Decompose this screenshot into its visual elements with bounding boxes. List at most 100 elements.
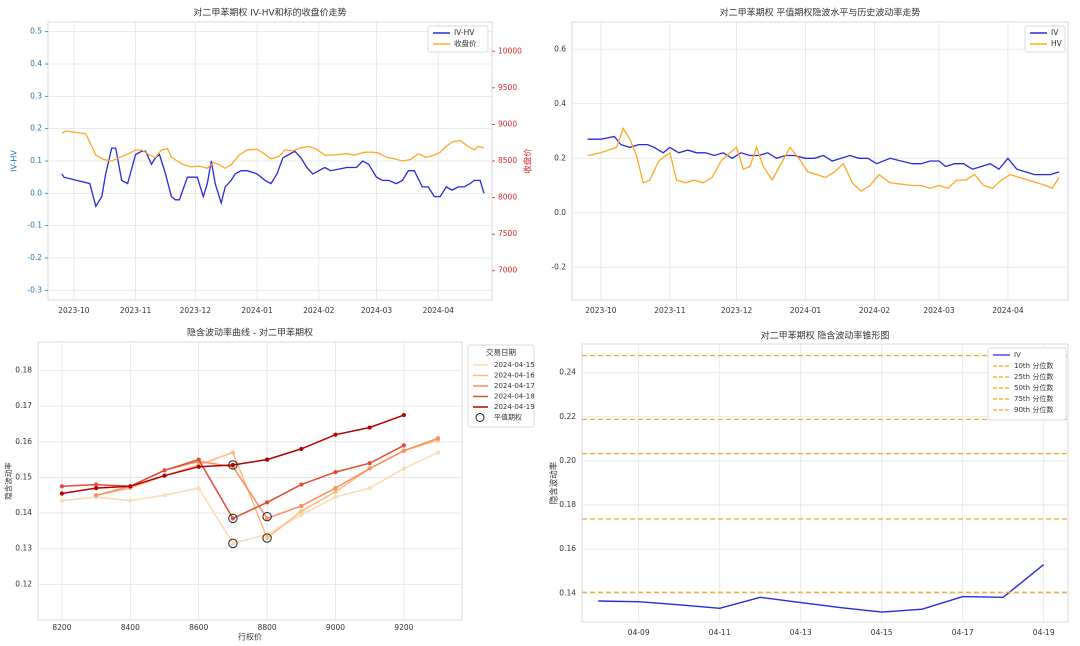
- data-point: [367, 466, 372, 471]
- data-point: [264, 516, 270, 521]
- data-point: [435, 450, 441, 455]
- data-point: [162, 493, 167, 498]
- legend-label: 25th 分位数: [1014, 372, 1053, 381]
- y-tick-label: 0.2: [30, 124, 42, 133]
- legend-label: 90th 分位数: [1014, 405, 1053, 414]
- chart-iv-hv-close: 对二甲苯期权 IV-HV和标的收盘价走势 -0.3 -0.2 -0.1 0.0 0.1 0.…: [10, 7, 534, 316]
- y-tick-label: 0.3: [30, 91, 42, 100]
- y-tick-label: 0.16: [15, 437, 32, 446]
- plot-frame: [571, 21, 1069, 301]
- data-point: [59, 498, 65, 503]
- data-point: [435, 436, 441, 441]
- legend-label: 2024-04-16: [494, 372, 535, 380]
- y-tick-label: 0.15: [15, 472, 32, 481]
- legend-label: IV: [1014, 351, 1021, 359]
- data-point: [264, 535, 270, 541]
- y-tick-label: -0.1: [27, 221, 42, 230]
- x-tick-label: 2023-10: [585, 306, 617, 315]
- x-tick-label: 2024-03: [361, 306, 393, 315]
- x-tick-label: 9000: [326, 623, 345, 632]
- legend-label: 收盘价: [454, 38, 477, 48]
- series-line-close: [61, 130, 485, 170]
- y-tick-label: 0.2: [554, 153, 566, 162]
- x-tick-label: 2024-04: [992, 306, 1024, 315]
- y2-tick-label: 9000: [498, 119, 517, 128]
- legend-label: 平值期权: [494, 413, 522, 422]
- data-point: [230, 462, 236, 468]
- legend-label: 2024-04-15: [494, 361, 535, 369]
- data-point: [196, 464, 201, 469]
- y-tick-label: -0.2: [27, 253, 42, 262]
- data-point: [230, 450, 236, 455]
- legend-label: IV-HV: [454, 28, 475, 37]
- series-line-hv: [587, 126, 1060, 192]
- data-point: [196, 457, 201, 462]
- legend-label: 2024-04-19: [494, 403, 535, 411]
- x-tick-label: 8600: [189, 623, 208, 632]
- y-tick-label: -0.2: [551, 262, 566, 271]
- x-tick-label: 2024-02: [859, 306, 891, 315]
- atm-marker: [228, 460, 238, 470]
- x-tick-label: 04-13: [790, 628, 812, 637]
- y-tick-label: 0.22: [559, 412, 576, 421]
- atm-marker: [262, 511, 272, 522]
- y-tick-label: 0.14: [15, 508, 32, 517]
- data-point: [333, 489, 338, 494]
- y2-tick-label: 7500: [498, 229, 517, 238]
- chart-title: 对二甲苯期权 平值期权隐波水平与历史波动率走势: [720, 7, 921, 19]
- data-point: [94, 493, 99, 498]
- data-point: [128, 484, 133, 489]
- chart-title: 对二甲苯期权 IV-HV和标的收盘价走势: [193, 7, 346, 19]
- data-point: [367, 486, 372, 491]
- data-point: [401, 443, 406, 448]
- y2-tick-label: 10000: [498, 46, 522, 55]
- legend-label: 75th 分位数: [1014, 394, 1053, 403]
- data-point: [94, 482, 99, 487]
- legend-label: 2024-04-17: [494, 382, 535, 390]
- x-tick-label: 2023-12: [721, 306, 753, 315]
- series-line-iv: [587, 135, 1060, 176]
- x-tick-label: 8400: [121, 623, 140, 632]
- y2-tick-label: 7000: [498, 266, 517, 275]
- chart-title: 对二甲苯期权 隐含波动率锥形图: [761, 330, 890, 342]
- y-tick-label: 0.4: [30, 59, 42, 68]
- legend-atm-swatch: [475, 413, 485, 422]
- data-point: [128, 498, 133, 503]
- x-tick-label: 04-11: [709, 628, 731, 637]
- x-tick-label: 9200: [394, 623, 413, 632]
- y-tick-label: 0.18: [15, 366, 32, 375]
- legend-title: 交易日期: [486, 347, 516, 357]
- y-axis-label: 隐含波动率: [3, 462, 13, 500]
- data-point: [230, 541, 236, 546]
- data-point: [401, 412, 406, 418]
- y-tick-label: 0.4: [554, 99, 566, 108]
- y-tick-label: 0.12: [15, 579, 32, 588]
- y-tick-label: 0.18: [559, 500, 576, 509]
- data-point: [367, 425, 372, 430]
- y-tick-label: 0.17: [15, 401, 32, 410]
- x-tick-label: 04-17: [952, 628, 974, 637]
- x-axis-label: 行权价: [238, 632, 262, 642]
- legend-label: 10th 分位数: [1014, 361, 1053, 370]
- data-point: [59, 491, 65, 496]
- x-tick-label: 2023-11: [120, 306, 152, 315]
- chart-iv-hv: 对二甲苯期权 平值期权隐波水平与历史波动率走势 -0.2 0.0 0.2 0.4 0.6 2…: [551, 7, 1069, 315]
- data-point: [299, 512, 304, 517]
- plot-frame: [37, 341, 463, 621]
- y-axis-label: IV-HV: [10, 150, 19, 172]
- x-tick-label: 2023-12: [180, 306, 212, 315]
- y-tick-label: 0.16: [559, 544, 576, 553]
- series-line-iv: [598, 564, 1045, 613]
- data-point: [162, 473, 167, 478]
- y-tick-label: 0.13: [15, 544, 32, 553]
- data-point: [299, 446, 304, 452]
- data-point: [196, 486, 201, 491]
- x-tick-label: 2024-04: [423, 306, 455, 315]
- y-tick-label: 0.5: [30, 27, 42, 36]
- y-tick-label: 0.20: [559, 456, 576, 465]
- data-point: [333, 486, 338, 491]
- x-tick-label: 8200: [52, 623, 71, 632]
- y-tick-label: 0.1: [30, 156, 42, 165]
- atm-marker: [228, 513, 238, 524]
